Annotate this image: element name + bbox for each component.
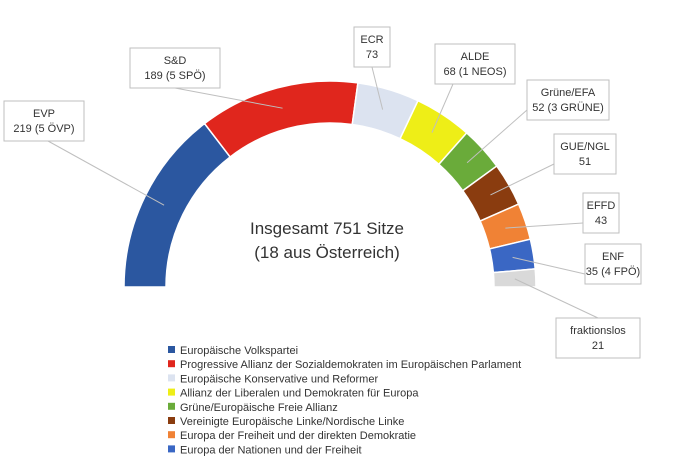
callout-value-gue: 51 bbox=[579, 156, 591, 168]
arc-ni bbox=[492, 268, 537, 288]
callout-name-alde: ALDE bbox=[461, 51, 490, 63]
center-label: Insgesamt 751 Sitze (18 aus Österreich) bbox=[250, 219, 404, 262]
legend-swatch-evp bbox=[168, 346, 175, 353]
legend: Europäische Volkspartei Progressive Allia… bbox=[168, 345, 521, 456]
legend-swatch-enf bbox=[168, 445, 175, 453]
callout-name-effd: EFFD bbox=[587, 200, 616, 212]
callout-box-ni bbox=[555, 317, 641, 359]
leader-line-sd bbox=[174, 87, 283, 109]
legend-swatch-greens bbox=[168, 402, 175, 410]
callout-box-ecr bbox=[353, 26, 391, 68]
callout-box-greens bbox=[526, 79, 610, 121]
legend-swatch-alde bbox=[168, 388, 175, 396]
callout-name-evp: EVP bbox=[33, 108, 55, 120]
total-seats-label: Insgesamt 751 Sitze bbox=[250, 219, 404, 238]
legend-label-sd: Progressive Allianz der Sozialdemokraten… bbox=[180, 359, 521, 371]
callout-name-sd: S&D bbox=[164, 55, 187, 67]
callout-value-greens: 52 (3 GRÜNE) bbox=[532, 102, 604, 114]
arc-evp bbox=[123, 122, 232, 288]
legend-label-effd: Europa der Freiheit und der direkten Dem… bbox=[180, 430, 416, 442]
callout-name-enf: ENF bbox=[602, 251, 624, 263]
callout-name-ecr: ECR bbox=[360, 34, 383, 46]
callout-value-ni: 21 bbox=[592, 340, 604, 352]
legend-label-greens: Grüne/Europäische Freie Allianz bbox=[180, 402, 338, 414]
legend-swatch-gue bbox=[168, 417, 175, 424]
callout-name-ni: fraktionslos bbox=[570, 325, 626, 337]
callout-value-ecr: 73 bbox=[366, 49, 378, 61]
callout-box-sd bbox=[129, 47, 221, 89]
callout-name-gue: GUE/NGL bbox=[560, 141, 610, 153]
legend-label-evp: Europäische Volkspartei bbox=[180, 345, 298, 357]
callout-value-effd: 43 bbox=[595, 215, 607, 227]
callout-value-enf: 35 (4 FPÖ) bbox=[586, 266, 640, 278]
callout-name-greens: Grüne/EFA bbox=[541, 87, 596, 99]
leader-line-evp bbox=[47, 140, 165, 206]
legend-label-alde: Allianz der Liberalen und Demokraten für… bbox=[180, 388, 419, 400]
callout-box-gue bbox=[553, 133, 617, 175]
legend-swatch-ecr bbox=[168, 374, 175, 382]
leader-line-gue bbox=[490, 163, 555, 196]
arc-sd bbox=[203, 80, 359, 158]
leader-line-ni bbox=[514, 278, 599, 319]
callout-labels: EVP 219 (5 ÖVP) S&D 189 (5 SPÖ) ECR 73 ALDE 68 … bbox=[3, 26, 642, 359]
callout-value-sd: 189 (5 SPÖ) bbox=[144, 70, 205, 82]
callout-box-evp bbox=[3, 100, 85, 142]
leader-line-effd bbox=[505, 222, 584, 229]
austria-seats-label: (18 aus Österreich) bbox=[254, 243, 400, 262]
legend-swatch-sd bbox=[168, 360, 175, 368]
leader-line-ecr bbox=[371, 66, 384, 110]
legend-label-enf: Europa der Nationen und der Freiheit bbox=[180, 444, 362, 456]
callout-box-enf bbox=[584, 243, 642, 285]
leader-line-enf bbox=[512, 256, 586, 275]
seat-arcs bbox=[123, 80, 537, 288]
leader-line-alde bbox=[431, 83, 454, 133]
legend-label-gue: Vereinigte Europäische Linke/Nordische L… bbox=[180, 416, 404, 428]
callout-box-alde bbox=[434, 43, 516, 85]
callout-value-alde: 68 (1 NEOS) bbox=[444, 66, 507, 78]
legend-label-ecr: Europäische Konservative und Reformer bbox=[180, 373, 378, 385]
callout-box-effd bbox=[582, 192, 620, 234]
leader-line-greens bbox=[466, 109, 528, 164]
callout-value-evp: 219 (5 ÖVP) bbox=[13, 123, 74, 135]
legend-swatch-effd bbox=[168, 431, 175, 439]
